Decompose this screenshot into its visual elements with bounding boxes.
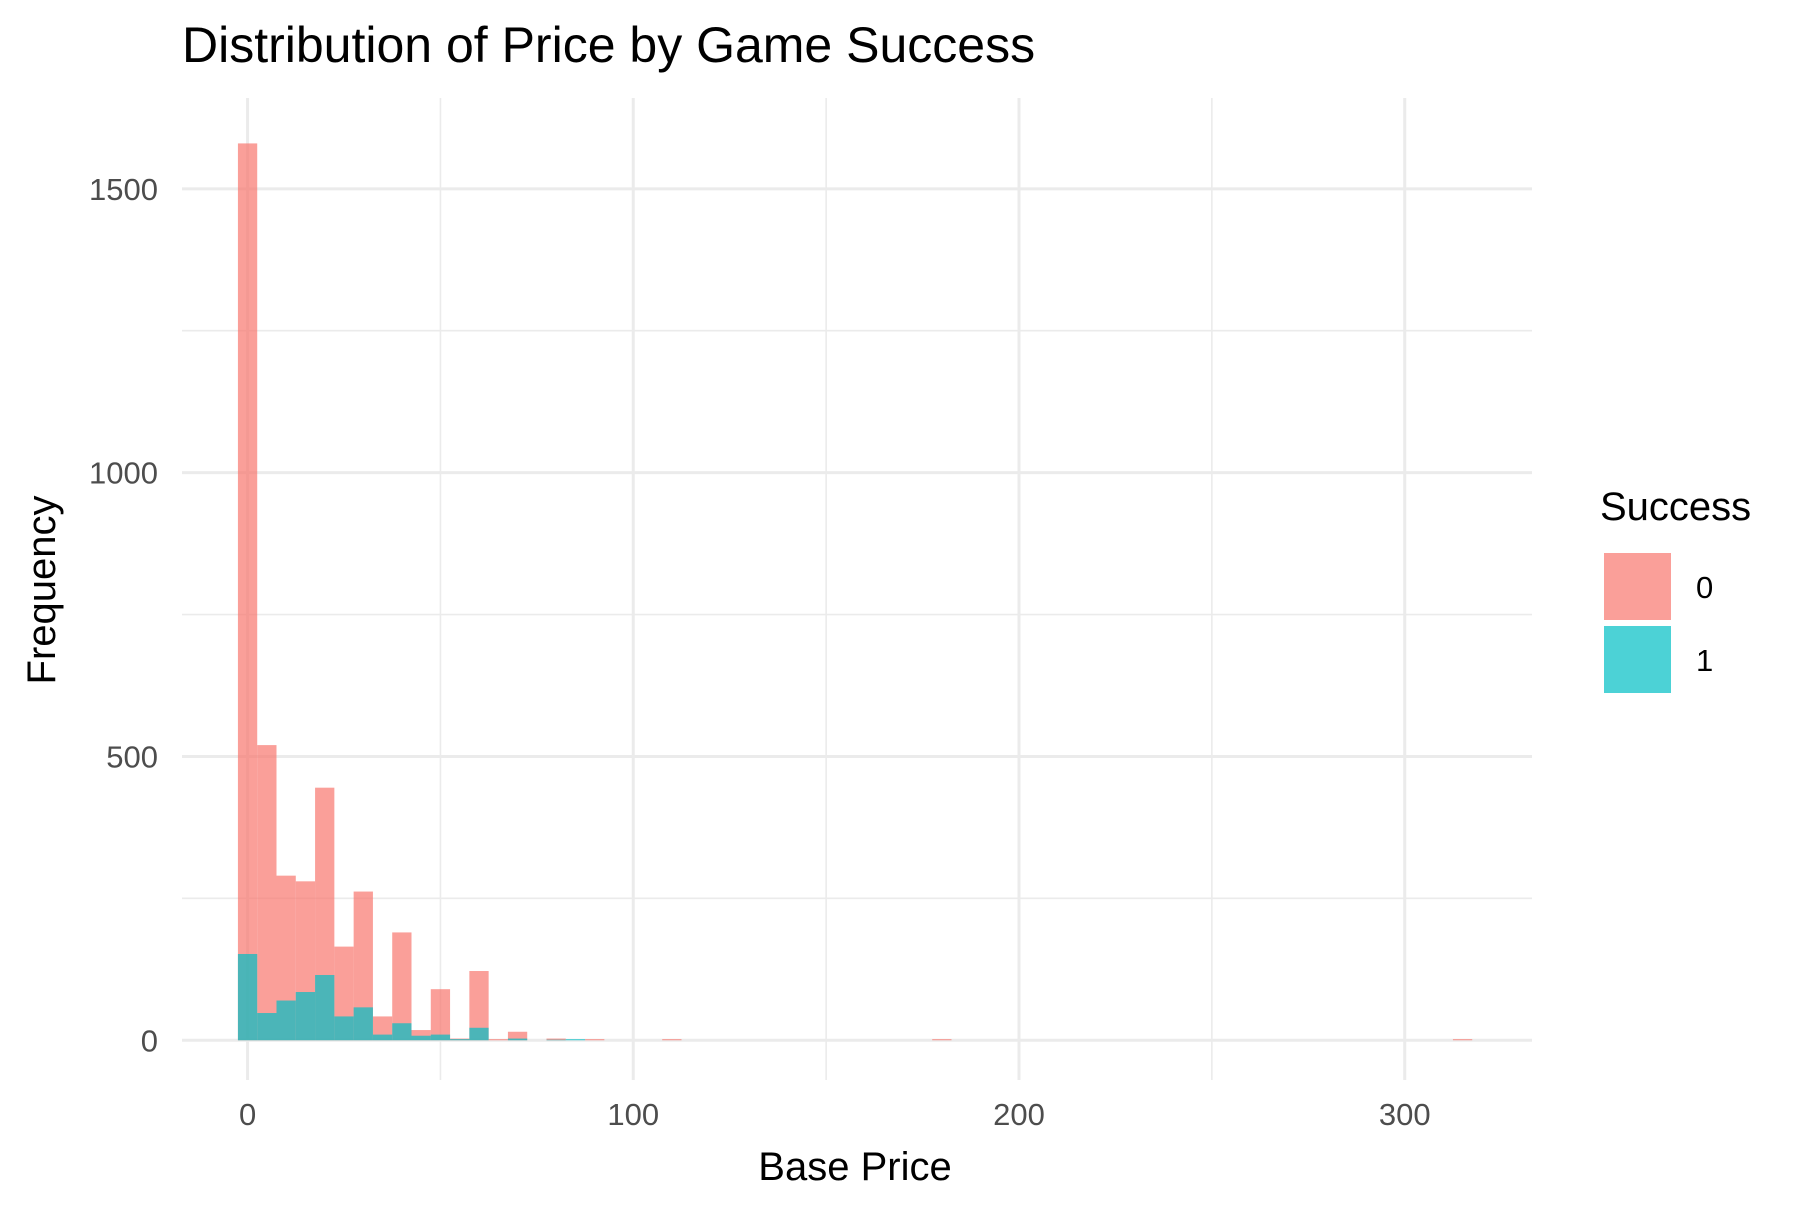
histogram-bar-success-0 <box>237 143 258 1041</box>
histogram-bar-success-0 <box>507 1031 528 1041</box>
histogram-bar-success-0 <box>372 1016 393 1041</box>
histogram-bar-success-1 <box>507 1038 528 1041</box>
y-tick-label: 1000 <box>89 456 158 491</box>
histogram-bar-success-0 <box>430 989 451 1041</box>
histogram-bar-success-1 <box>353 1007 373 1041</box>
legend-key-0 <box>1604 553 1671 620</box>
histogram-bar-success-1 <box>315 974 335 1041</box>
legend-title: Success <box>1600 485 1751 529</box>
histogram-bar-success-0 <box>932 1039 952 1041</box>
histogram-bar-success-0 <box>488 1039 508 1041</box>
histogram-bar-success-1 <box>237 953 258 1041</box>
histogram-bar-success-0 <box>392 932 412 1041</box>
histogram-bar-success-1 <box>411 1035 431 1041</box>
histogram-bar-success-1 <box>430 1034 451 1041</box>
histogram-bar-success-1 <box>450 1039 470 1041</box>
histogram-bar-success-0 <box>585 1039 605 1041</box>
y-axis-title: Frequency <box>20 496 64 685</box>
histogram-bar-success-1 <box>469 1027 489 1041</box>
bars-layer <box>237 143 1473 1041</box>
x-tick-label: 0 <box>239 1097 256 1132</box>
y-tick-label: 500 <box>106 739 158 774</box>
histogram-bar-success-1 <box>276 1000 296 1041</box>
histogram-bar-success-1 <box>565 1039 586 1041</box>
histogram-bar-success-0 <box>411 1030 431 1041</box>
legend-label-0: 0 <box>1696 570 1713 605</box>
histogram-bar-success-1 <box>372 1034 393 1041</box>
histogram-bar-success-1 <box>257 1013 277 1041</box>
legend-label-1: 1 <box>1696 643 1713 678</box>
histogram-bar-success-1 <box>392 1023 412 1041</box>
histogram-bar-success-0 <box>662 1039 682 1041</box>
histogram-bar-success-1 <box>334 1016 354 1041</box>
y-tick-label: 0 <box>141 1023 158 1058</box>
legend-key-1 <box>1604 626 1671 693</box>
histogram-bar-success-0 <box>469 971 489 1041</box>
histogram-bar-success-1 <box>295 992 316 1041</box>
histogram-bar-success-0 <box>276 875 296 1041</box>
x-tick-label: 200 <box>993 1097 1045 1132</box>
axis-layer: 0 100 200 300 0 500 1000 1500 <box>89 172 1431 1132</box>
histogram-bar-success-0 <box>546 1038 566 1041</box>
histogram-bar-success-1 <box>546 1039 566 1041</box>
histogram-bar-success-0 <box>1452 1039 1473 1041</box>
histogram-bar-success-0 <box>353 891 373 1041</box>
grid-layer <box>182 98 1532 1080</box>
histogram-bar-success-0 <box>257 745 277 1041</box>
x-axis-title: Base Price <box>758 1145 951 1189</box>
legend: Success 0 1 <box>1600 485 1751 693</box>
x-tick-label: 300 <box>1379 1097 1431 1132</box>
y-tick-label: 1500 <box>89 172 158 207</box>
chart-title: Distribution of Price by Game Success <box>182 17 1035 73</box>
x-tick-label: 100 <box>607 1097 659 1132</box>
